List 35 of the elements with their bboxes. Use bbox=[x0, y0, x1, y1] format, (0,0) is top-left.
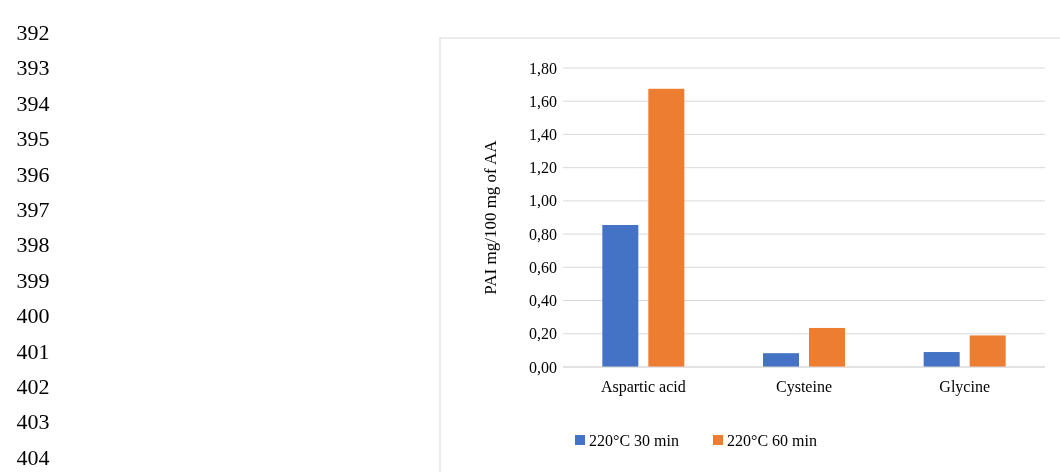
text: 392 bbox=[16, 20, 50, 45]
text: 399 bbox=[16, 267, 50, 293]
text: 396 bbox=[16, 161, 50, 187]
text: 400 bbox=[16, 303, 50, 329]
bar bbox=[648, 88, 685, 367]
legend-label: 220°C 30 min bbox=[589, 431, 679, 449]
x-tick-label: Glycine bbox=[939, 378, 990, 396]
y-tick-label: 0,60 bbox=[529, 258, 557, 276]
bar bbox=[809, 327, 845, 367]
y-tick-label: 1,40 bbox=[529, 126, 557, 144]
text: 401 bbox=[16, 338, 50, 364]
x-tick-label: Aspartic acid bbox=[600, 378, 686, 396]
bar bbox=[602, 224, 639, 367]
y-tick-label: 1,80 bbox=[529, 59, 557, 77]
legend-label: 220°C 60 min bbox=[727, 431, 817, 449]
y-tick-label: 0,20 bbox=[529, 325, 557, 343]
text: 403 bbox=[16, 409, 50, 435]
y-tick-label: 1,20 bbox=[529, 159, 557, 177]
text: 397 bbox=[16, 197, 50, 222]
text: 402 bbox=[16, 374, 50, 399]
text: 404 bbox=[16, 444, 50, 470]
y-tick-label: 1,60 bbox=[529, 92, 557, 110]
y-tick-label: 0,40 bbox=[529, 292, 557, 310]
bar bbox=[923, 352, 960, 367]
text: 393 bbox=[16, 55, 50, 81]
bar bbox=[969, 335, 1006, 367]
y-axis-title: PAI mg/100 mg of AA bbox=[481, 139, 500, 295]
text: 398 bbox=[16, 232, 50, 258]
y-tick-label: 1,00 bbox=[529, 192, 557, 210]
y-tick-label: 0,00 bbox=[529, 358, 557, 376]
x-tick-label: Cysteine bbox=[776, 378, 832, 396]
text: 395 bbox=[16, 126, 50, 152]
text: 394 bbox=[16, 90, 50, 116]
y-tick-label: 0,80 bbox=[529, 225, 557, 243]
bar bbox=[763, 353, 799, 367]
